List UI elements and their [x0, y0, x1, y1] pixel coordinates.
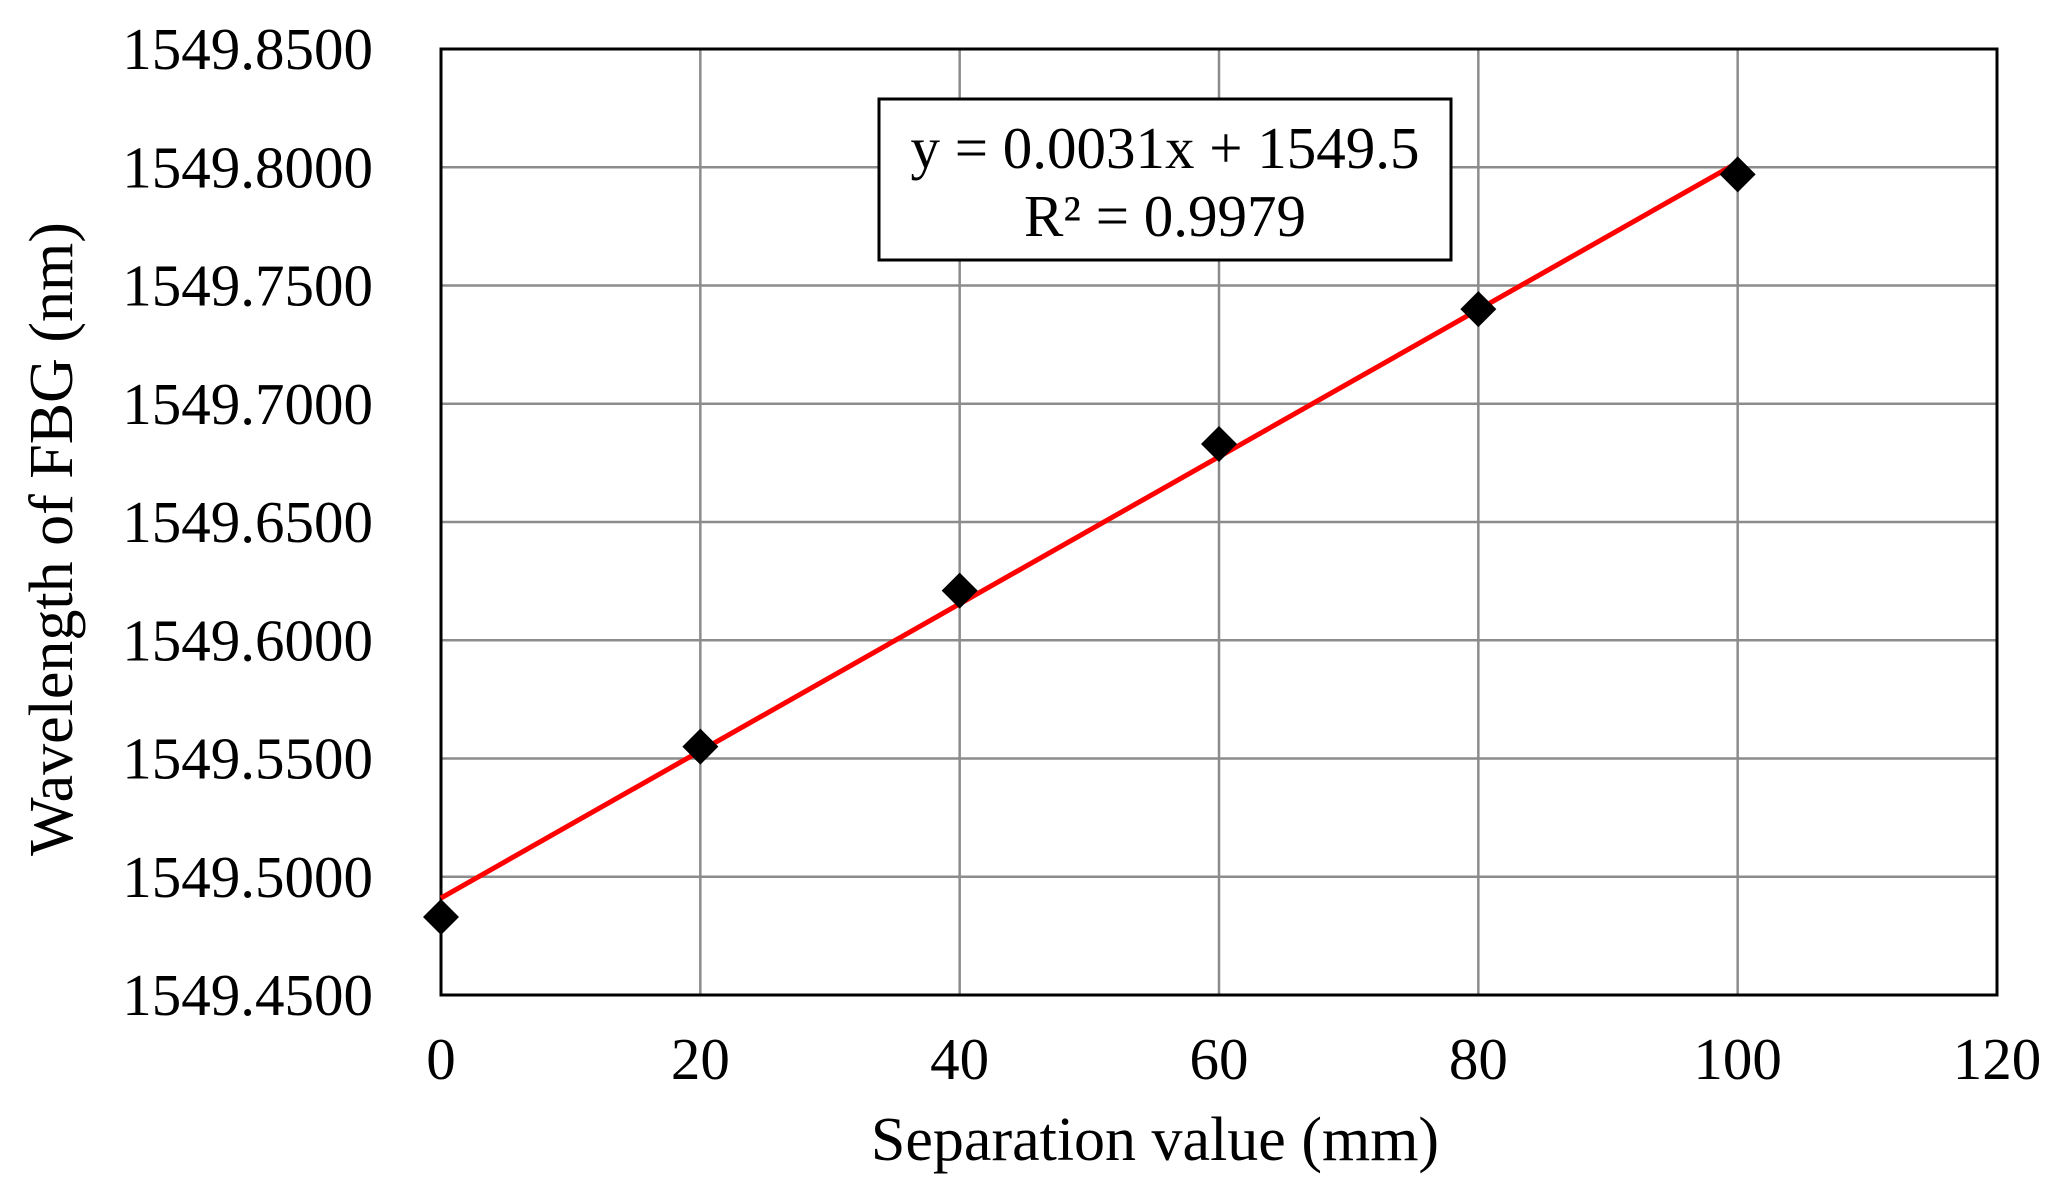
- y-tick-label: 1549.6500: [122, 489, 373, 555]
- y-tick-label: 1549.8500: [122, 16, 373, 82]
- data-point: [1460, 291, 1497, 328]
- x-tick-label: 120: [1953, 1026, 2042, 1092]
- y-axis-title: Wavelength of FBG (nm): [18, 222, 86, 856]
- y-tick-label: 1549.5500: [122, 726, 373, 792]
- plot-area-border: [439, 47, 1999, 997]
- y-tick-labels: 1549.4500 1549.5000 1549.5500 1549.6000 1549…: [122, 16, 373, 1028]
- data-point: [682, 728, 719, 765]
- x-tick-label: 0: [426, 1026, 456, 1092]
- trendline: [439, 160, 1739, 901]
- data-point: [1719, 156, 1756, 193]
- x-tick-label: 100: [1693, 1026, 1782, 1092]
- x-tick-label: 20: [671, 1026, 730, 1092]
- y-tick-label: 1549.6000: [122, 607, 373, 673]
- equation-box-frame: [877, 97, 1453, 262]
- x-tick-label: 40: [930, 1026, 989, 1092]
- data-point: [423, 898, 459, 935]
- x-tick-labels: 0 20 40 60 80 100 120: [426, 1026, 2041, 1092]
- data-point: [1201, 425, 1237, 462]
- y-tick-label: 1549.8000: [122, 134, 373, 200]
- x-tick-label: 80: [1449, 1026, 1508, 1092]
- data-points: [423, 156, 1756, 935]
- y-tick-label: 1549.4500: [122, 962, 373, 1028]
- data-point: [941, 572, 978, 609]
- x-tick-label: 60: [1190, 1026, 1249, 1092]
- trendline-equation: y = 0.0031x + 1549.5: [910, 115, 1419, 181]
- equation-box: y = 0.0031x + 1549.5 R² = 0.9979: [877, 97, 1453, 262]
- y-tick-label: 1549.7000: [122, 371, 373, 437]
- y-tick-label: 1549.7500: [122, 253, 373, 319]
- y-tick-label: 1549.5000: [122, 844, 373, 910]
- r-squared-label: R² = 0.9979: [1024, 183, 1306, 249]
- x-axis-title: Separation value (mm): [871, 1106, 1439, 1174]
